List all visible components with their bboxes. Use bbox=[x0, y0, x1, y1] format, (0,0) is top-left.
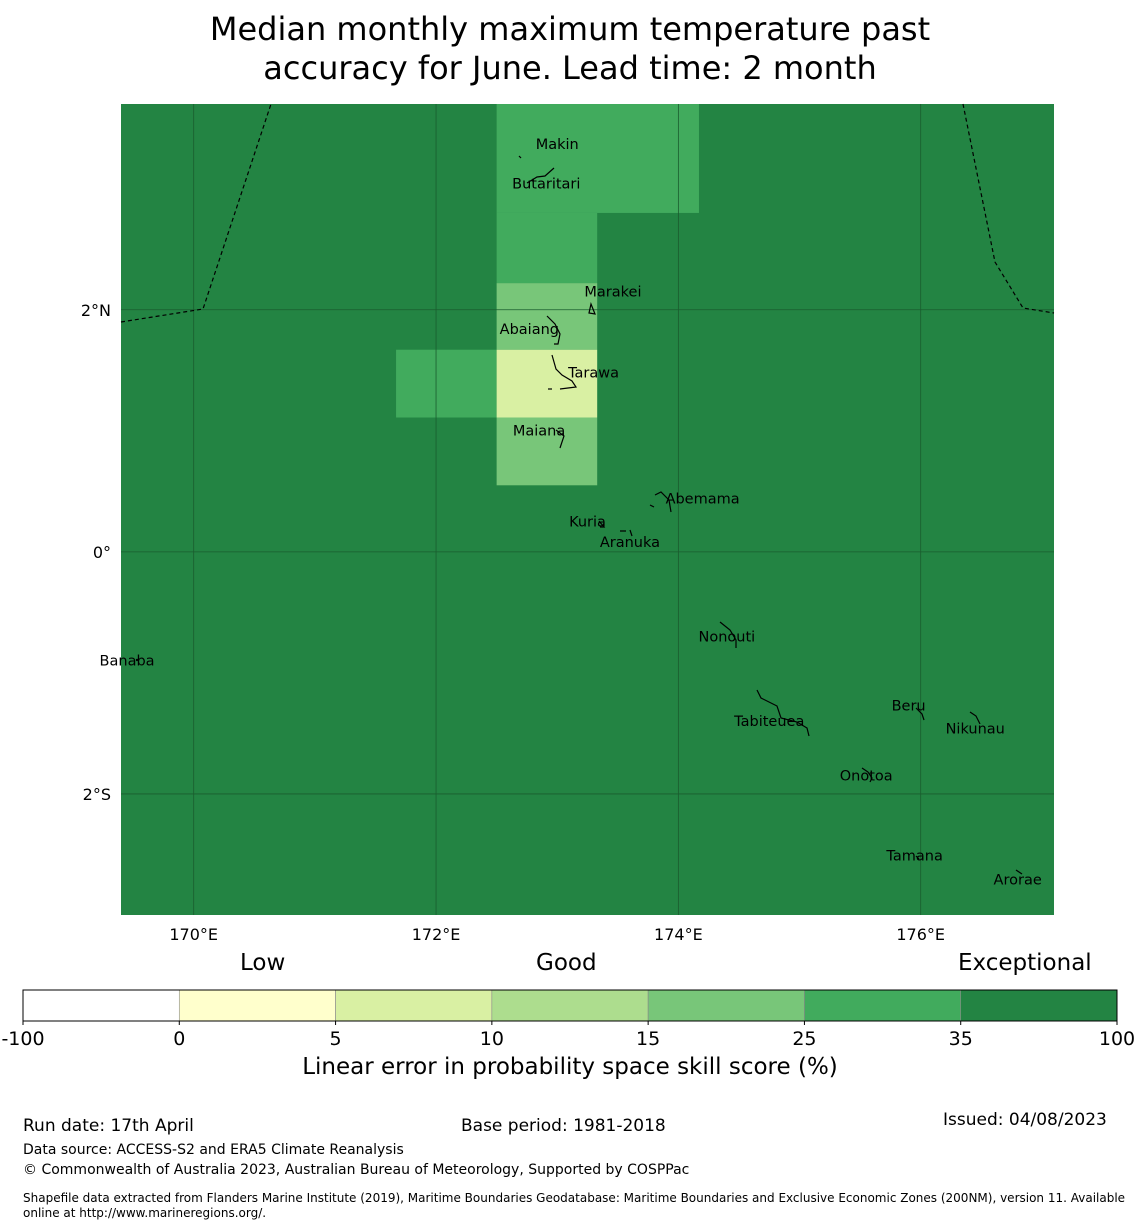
base-period: Base period: 1981-2018 bbox=[461, 1116, 666, 1136]
lat-tick-label: 2°S bbox=[83, 785, 111, 804]
colorbar-tick-label: 5 bbox=[330, 1028, 342, 1050]
island-coastline bbox=[518, 155, 522, 159]
island-coastline bbox=[588, 301, 596, 315]
colorbar-tick-label: 35 bbox=[949, 1028, 973, 1050]
colorbar-swatch bbox=[335, 989, 493, 1022]
island-coastline bbox=[551, 354, 578, 390]
island-label: Beru bbox=[892, 698, 926, 714]
island-label: Makin bbox=[536, 137, 579, 153]
island-label: Aranuka bbox=[600, 535, 660, 551]
island-coastline bbox=[620, 529, 633, 537]
island-coastline bbox=[1015, 869, 1023, 875]
map-panel: 170°E 172°E 174°E 176°E 2°N 0° 2°S Makin Butarit… bbox=[81, 103, 1055, 944]
eez-boundary-east bbox=[962, 103, 1055, 314]
lon-tick-label: 176°E bbox=[896, 925, 945, 944]
island-label: Tabiteuea bbox=[733, 714, 804, 730]
island-label: Banaba bbox=[100, 654, 155, 670]
title-line-2: accuracy for June. Lead time: 2 month bbox=[263, 49, 877, 87]
skill-cell bbox=[496, 417, 598, 486]
shapefile-credit-line-2: online at http://www.marineregions.org/. bbox=[23, 1206, 267, 1220]
island-label: Abemama bbox=[666, 491, 740, 507]
lat-tick-label: 0° bbox=[93, 543, 111, 562]
skill-cell bbox=[496, 349, 598, 418]
island-label: Tarawa bbox=[567, 366, 619, 382]
colorbar-title: Linear error in probability space skill … bbox=[302, 1054, 838, 1080]
island-label: Abaiang bbox=[500, 322, 559, 338]
island-coastline bbox=[649, 504, 655, 508]
data-source: Data source: ACCESS-S2 and ERA5 Climate … bbox=[23, 1142, 404, 1158]
colorbar-tick-label: 25 bbox=[792, 1028, 816, 1050]
island-coastline bbox=[546, 315, 561, 345]
island-coastline bbox=[654, 491, 672, 513]
colorbar-swatch bbox=[804, 989, 962, 1022]
lon-tick-label: 174°E bbox=[654, 925, 703, 944]
island-coastline bbox=[915, 855, 920, 860]
island-label: Kuria bbox=[569, 514, 606, 530]
legend-category-good: Good bbox=[536, 950, 597, 976]
island-label: Onotoa bbox=[840, 769, 893, 785]
colorbar-frame bbox=[22, 989, 1118, 1022]
colorbar-tick-label: 100 bbox=[1099, 1028, 1135, 1050]
colorbar-tick-label: 0 bbox=[173, 1028, 185, 1050]
island-coastline bbox=[756, 689, 810, 737]
island-label: Tamana bbox=[885, 849, 942, 865]
colorbar-swatch bbox=[22, 989, 180, 1022]
colorbar-swatch bbox=[647, 989, 805, 1022]
lon-tick-label: 170°E bbox=[169, 925, 218, 944]
colorbar-tick-label: -100 bbox=[1, 1028, 44, 1050]
skill-cell bbox=[496, 212, 598, 284]
island-label: Marakei bbox=[584, 284, 641, 300]
island-coastline bbox=[526, 167, 555, 184]
island-coastline bbox=[861, 767, 873, 783]
island-coastline bbox=[135, 658, 139, 662]
chart-title: Median monthly maximum temperature past … bbox=[0, 10, 1140, 88]
colorbar-swatch bbox=[960, 989, 1118, 1022]
island-label: Butaritari bbox=[512, 177, 580, 193]
colorbar-swatch bbox=[178, 989, 336, 1022]
legend-category-low: Low bbox=[240, 950, 286, 976]
island-label: Nikunau bbox=[946, 721, 1005, 737]
colorbar-tick-label: 15 bbox=[636, 1028, 660, 1050]
island-coastline bbox=[719, 621, 737, 648]
shapefile-credit: Shapefile data extracted from Flanders M… bbox=[23, 1191, 1133, 1221]
title-line-1: Median monthly maximum temperature past bbox=[209, 10, 931, 48]
issued-date: Issued: 04/08/2023 bbox=[943, 1110, 1107, 1130]
skill-cell bbox=[496, 104, 699, 213]
island-label: Arorae bbox=[994, 873, 1042, 889]
island-label: Maiana bbox=[513, 424, 565, 440]
legend-category-exceptional: Exceptional bbox=[958, 950, 1092, 976]
shapefile-credit-line-1: Shapefile data extracted from Flanders M… bbox=[23, 1191, 1126, 1205]
run-date: Run date: 17th April bbox=[23, 1116, 194, 1136]
island-coastline bbox=[915, 707, 925, 721]
colorbar-tick-label: 10 bbox=[480, 1028, 504, 1050]
colorbar: -100 0 5 10 15 25 35 100 bbox=[1, 989, 1135, 1050]
colorbar-swatch bbox=[491, 989, 649, 1022]
island-label: Nonouti bbox=[699, 629, 756, 645]
island-coastline bbox=[555, 429, 565, 449]
lat-tick-label: 2°N bbox=[81, 301, 111, 320]
island-coastline bbox=[598, 520, 606, 528]
copyright: © Commonwealth of Australia 2023, Austra… bbox=[23, 1162, 690, 1178]
eez-boundary-west bbox=[120, 103, 272, 323]
lon-tick-label: 172°E bbox=[412, 925, 461, 944]
island-coastline bbox=[969, 711, 981, 725]
skill-cell bbox=[396, 349, 497, 418]
